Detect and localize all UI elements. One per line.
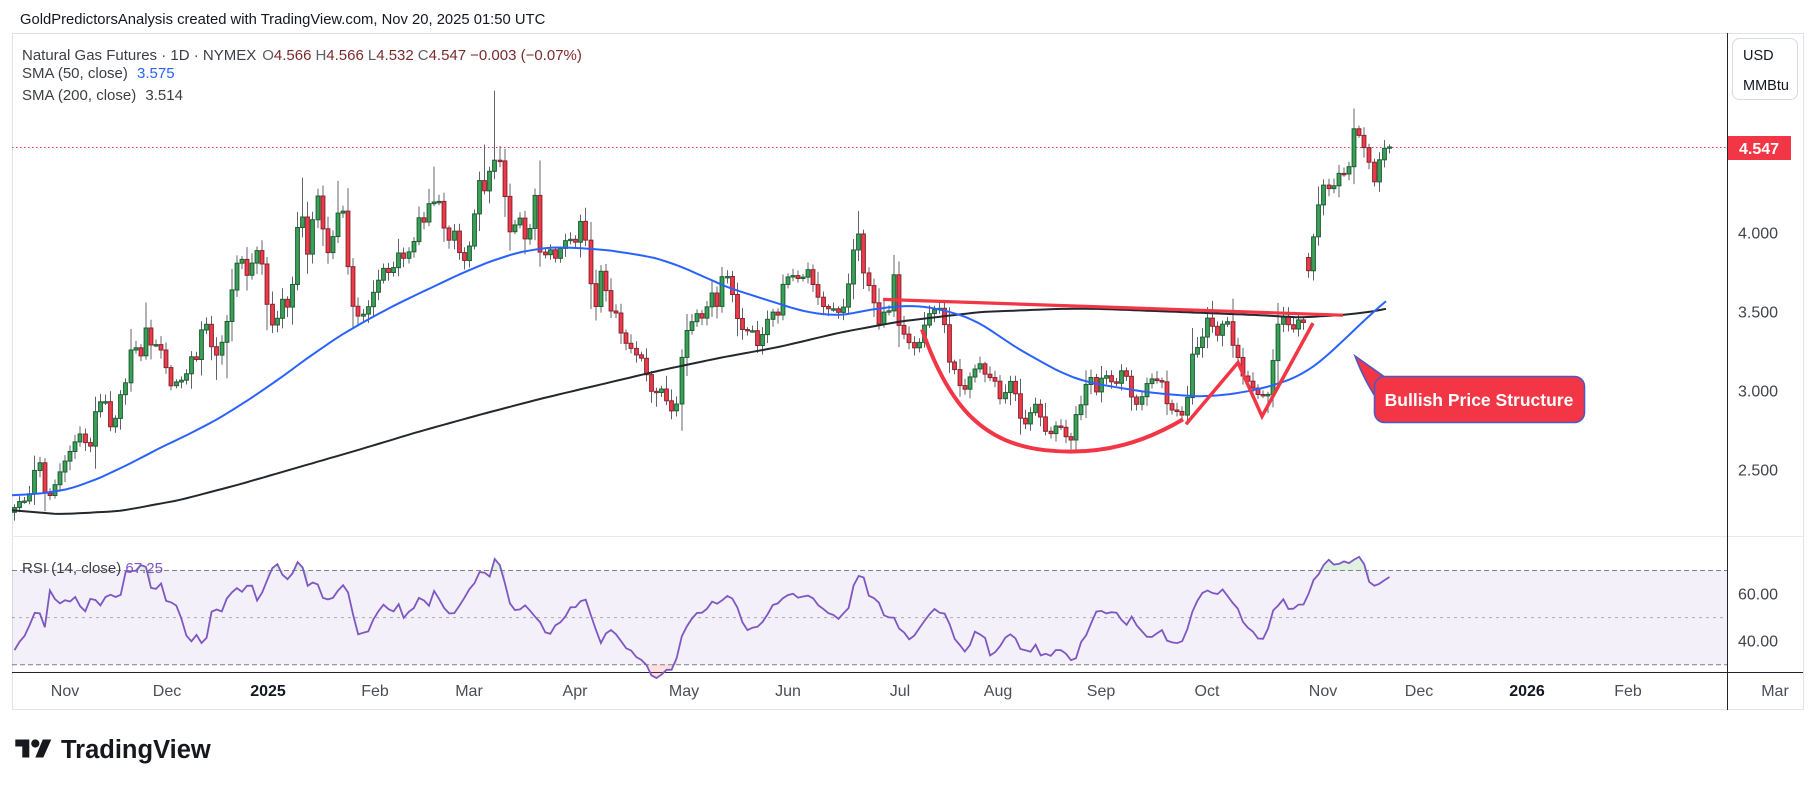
svg-text:May: May	[669, 683, 699, 700]
svg-text:Jun: Jun	[775, 683, 801, 700]
svg-text:Dec: Dec	[1405, 683, 1433, 700]
svg-text:Feb: Feb	[1614, 683, 1642, 700]
svg-text:Mar: Mar	[1761, 683, 1789, 700]
svg-text:4.000: 4.000	[1738, 226, 1778, 243]
svg-text:60.00: 60.00	[1738, 587, 1778, 604]
svg-text:2026: 2026	[1509, 683, 1545, 700]
svg-text:GoldPredictorsAnalysis created: GoldPredictorsAnalysis created with Trad…	[20, 12, 546, 28]
svg-text:3.500: 3.500	[1738, 305, 1778, 322]
svg-text:Oct: Oct	[1195, 683, 1220, 700]
svg-text:Nov: Nov	[51, 683, 79, 700]
svg-text:USD: USD	[1743, 48, 1774, 64]
svg-text:Sep: Sep	[1087, 683, 1116, 700]
svg-text:MMBtu: MMBtu	[1743, 78, 1789, 94]
svg-text:Jul: Jul	[890, 683, 910, 700]
svg-text:RSI (14, close) 67.25: RSI (14, close) 67.25	[22, 560, 163, 577]
svg-text:Apr: Apr	[563, 683, 589, 700]
svg-text:Mar: Mar	[455, 683, 483, 700]
svg-text:3.000: 3.000	[1738, 384, 1778, 401]
svg-text:2025: 2025	[250, 683, 286, 700]
svg-text:Nov: Nov	[1309, 683, 1337, 700]
svg-text:Natural Gas Futures · 1D · NYM: Natural Gas Futures · 1D · NYMEX O4.566 H4…	[22, 47, 582, 64]
svg-text:Aug: Aug	[984, 683, 1012, 700]
svg-text:Bullish Price Structure: Bullish Price Structure	[1385, 390, 1574, 410]
svg-text:Feb: Feb	[361, 683, 389, 700]
svg-text:40.00: 40.00	[1738, 634, 1778, 651]
svg-text:Dec: Dec	[153, 683, 181, 700]
svg-text:2.500: 2.500	[1738, 463, 1778, 480]
svg-text:TradingView: TradingView	[61, 736, 211, 764]
svg-text:SMA (200, close) 3.514: SMA (200, close) 3.514	[22, 87, 183, 104]
svg-text:SMA (50, close) 3.575: SMA (50, close) 3.575	[22, 65, 175, 82]
svg-text:4.547: 4.547	[1739, 141, 1779, 158]
